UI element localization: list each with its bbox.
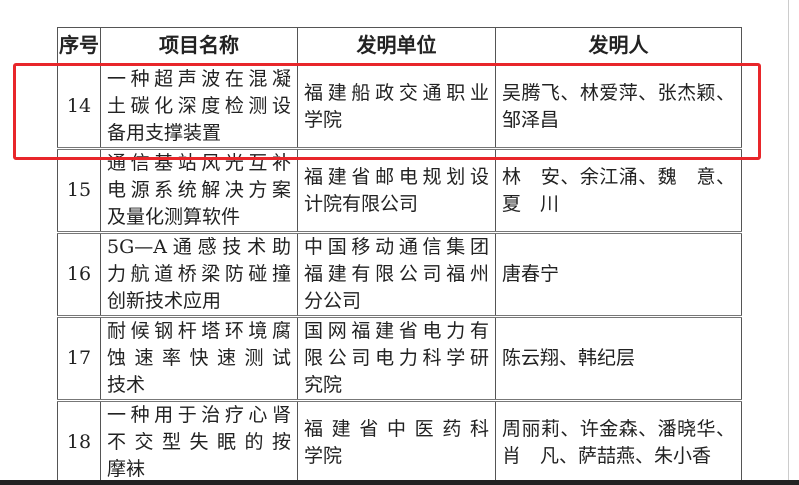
cell-inventors: 陈云翔、韩纪层 — [495, 315, 742, 401]
cell-inventors: 周丽莉、许金森、潘晓华、肖 凡、萨喆燕、朱小香 — [495, 399, 742, 484]
name-line: 土碳化深度检测设 — [107, 95, 291, 117]
row-number: 18 — [57, 399, 101, 484]
name-line: 备用支撑装置 — [107, 122, 222, 144]
name-line: 一种用于治疗心肾 — [107, 404, 291, 426]
inventors-line: 肖 凡、萨喆燕、朱小香 — [502, 444, 712, 467]
table-row: 15 通信基站风光互补 电源系统解决方案 及量化测算软件 福建省邮电规划设 计院有限公司林… — [57, 147, 742, 233]
inventors-line: 陈云翔、韩纪层 — [502, 347, 636, 369]
name-line: 摩袜 — [107, 458, 146, 480]
inventors-line: 林 安、余江涌、魏 意、 — [502, 165, 735, 188]
org-line: 福建有限公司福州 — [304, 263, 489, 285]
inventors-line: 周丽莉、许金森、潘晓华、 — [502, 417, 735, 440]
row-number: 16 — [57, 231, 101, 317]
name-line: 耐候钢杆塔环境腐 — [107, 320, 291, 342]
cell-org: 福建省邮电规划设 计院有限公司 — [297, 147, 496, 233]
cell-org: 福建船政交通职业 学院 — [297, 63, 496, 149]
row-number: 14 — [57, 63, 101, 149]
cell-inventors: 唐春宁 — [495, 231, 742, 317]
org-line: 学院 — [304, 108, 343, 131]
table-row: 18 一种用于治疗心肾 不交型失眠的按 摩袜 福建省中医药科 学院 周丽莉、许金森、潘晓华、… — [57, 399, 742, 484]
name-line: 不交型失眠的按 — [107, 431, 291, 453]
org-line: 究院 — [304, 374, 343, 396]
name-line: 及量化测算软件 — [107, 206, 241, 228]
cell-inventors: 吴腾飞、林爱萍、张杰颖、 邹泽昌 — [495, 63, 742, 149]
org-line: 分公司 — [304, 290, 362, 312]
org-line: 学院 — [304, 444, 343, 467]
cell-name: 5G—A通感技术助 力航道桥梁防碰撞 创新技术应用 — [100, 231, 298, 317]
inventors-line: 吴腾飞、林爱萍、张杰颖、 — [502, 81, 735, 104]
table-row: 17 耐候钢杆塔环境腐 蚀速率快速测试 技术 国网福建省电力有 限公司电力科学研 究院 陈云翔… — [57, 315, 742, 401]
bottom-bar — [0, 480, 799, 485]
inventors-line: 唐春宁 — [502, 263, 560, 285]
inventors-line: 邹泽昌 — [502, 108, 560, 131]
org-line: 福建省中医药科 — [304, 417, 489, 440]
cell-name: 耐候钢杆塔环境腐 蚀速率快速测试 技术 — [100, 315, 298, 401]
name-line: 力航道桥梁防碰撞 — [107, 263, 291, 285]
name-line: 5G—A通感技术助 — [107, 236, 291, 258]
header-row: 序号 项目名称 发明单位 发明人 — [57, 27, 742, 65]
name-line: 电源系统解决方案 — [107, 179, 291, 201]
table-row: 16 5G—A通感技术助 力航道桥梁防碰撞 创新技术应用 中国移动通信集团 福建有限公司福… — [57, 231, 742, 317]
org-line: 限公司电力科学研 — [304, 347, 489, 369]
table-row: 14 一种超声波在混凝 土碳化深度检测设 备用支撑装置 福建船政交通职业 学院 吴腾飞、林爱… — [57, 63, 742, 149]
header-inventors: 发明人 — [495, 27, 742, 65]
page-edge — [788, 0, 789, 480]
org-line: 计院有限公司 — [304, 192, 419, 215]
cell-name: 一种超声波在混凝 土碳化深度检测设 备用支撑装置 — [100, 63, 298, 149]
cell-org: 中国移动通信集团 福建有限公司福州 分公司 — [297, 231, 496, 317]
name-line: 技术 — [107, 374, 146, 396]
row-number: 15 — [57, 147, 101, 233]
header-no: 序号 — [57, 27, 101, 65]
name-line: 蚀速率快速测试 — [107, 347, 291, 369]
row-number: 17 — [57, 315, 101, 401]
cell-name: 通信基站风光互补 电源系统解决方案 及量化测算软件 — [100, 147, 298, 233]
org-line: 福建省邮电规划设 — [304, 165, 489, 188]
header-name: 项目名称 — [100, 27, 298, 65]
name-line: 创新技术应用 — [107, 290, 222, 312]
name-line: 一种超声波在混凝 — [107, 68, 291, 90]
inventors-line: 夏 川 — [502, 192, 560, 215]
cell-name: 一种用于治疗心肾 不交型失眠的按 摩袜 — [100, 399, 298, 484]
org-line: 中国移动通信集团 — [304, 236, 489, 258]
cell-org: 福建省中医药科 学院 — [297, 399, 496, 484]
org-line: 福建船政交通职业 — [304, 81, 489, 104]
name-line: 通信基站风光互补 — [107, 152, 291, 174]
award-table: 序号 项目名称 发明单位 发明人 14 一种超声波在混凝 土碳化深度检测设 备用支撑装… — [57, 27, 742, 484]
org-line: 国网福建省电力有 — [304, 320, 489, 342]
cell-org: 国网福建省电力有 限公司电力科学研 究院 — [297, 315, 496, 401]
cell-inventors: 林 安、余江涌、魏 意、夏 川 — [495, 147, 742, 233]
header-org: 发明单位 — [297, 27, 496, 65]
